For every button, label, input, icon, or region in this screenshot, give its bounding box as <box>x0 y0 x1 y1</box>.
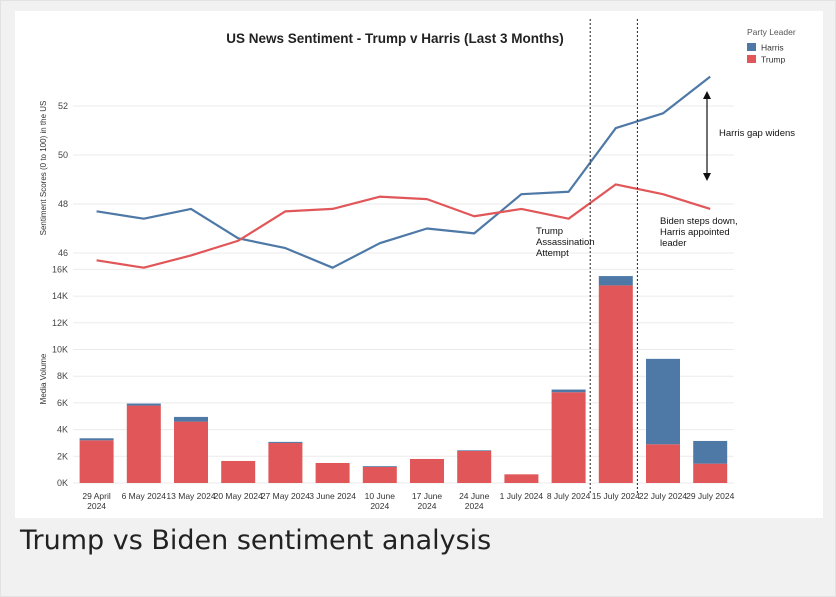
x-tick-label: 15 July 2024 <box>592 491 640 501</box>
chart-panel: US News Sentiment - Trump v Harris (Last… <box>15 11 823 518</box>
bar-harris <box>268 441 303 443</box>
x-tick-label: 29 April 2024 <box>82 491 110 511</box>
bar-ytick-label: 14K <box>52 291 68 301</box>
bar-trump <box>174 421 208 483</box>
bar-ylabel: Media Volume <box>39 353 48 404</box>
bar-trump <box>598 285 633 483</box>
series-line-trump <box>96 183 711 269</box>
x-tick-label: 3 June 2024 <box>309 491 356 501</box>
bar-harris <box>79 438 114 441</box>
x-tick-label: 6 May 2024 <box>122 491 167 501</box>
bar-trump <box>693 463 728 483</box>
bar-harris <box>551 389 586 393</box>
bar-ytick-label: 10K <box>52 345 68 355</box>
x-tick-label: 29 July 2024 <box>686 491 734 501</box>
bar-trump <box>504 474 539 483</box>
x-tick-label: 8 July 2024 <box>547 491 591 501</box>
x-tick-label: 20 May 2024 <box>214 491 263 501</box>
bar-trump <box>646 444 680 483</box>
x-tick-label: 17 June 2024 <box>412 491 443 511</box>
legend-title: Party Leader <box>747 27 796 37</box>
bar-trump <box>221 460 256 483</box>
bar-trump <box>79 440 114 483</box>
bar-trump <box>457 450 492 483</box>
bar-trump <box>362 466 397 483</box>
bar-ytick-label: 16K <box>52 264 68 274</box>
annotation-gap: Harris gap widens <box>719 128 795 139</box>
chart-title: US News Sentiment - Trump v Harris (Last… <box>226 31 564 46</box>
bar-ytick-label: 6K <box>57 398 68 408</box>
bar-trump <box>410 458 444 483</box>
bar-harris <box>126 403 161 406</box>
annotation-biden: Biden steps down, Harris appointed leader <box>660 216 738 249</box>
bar-harris <box>362 466 397 467</box>
gap-arrow-head-up <box>703 91 711 99</box>
bar-harris <box>174 416 208 422</box>
line-ytick-label: 46 <box>58 248 68 258</box>
x-tick-label: 27 May 2024 <box>261 491 310 501</box>
bar-harris <box>693 440 728 464</box>
bar-trump <box>551 392 586 483</box>
bar-trump <box>126 405 161 483</box>
bar-harris <box>646 358 680 445</box>
bar-ytick-label: 2K <box>57 451 68 461</box>
bar-ytick-label: 12K <box>52 318 68 328</box>
bar-harris <box>598 276 633 286</box>
x-tick-label: 22 July 2024 <box>639 491 687 501</box>
line-ytick-label: 50 <box>58 150 68 160</box>
caption: Trump vs Biden sentiment analysis <box>20 525 492 556</box>
gap-arrow-head-down <box>703 173 711 181</box>
annotation-assassination: Trump Assassination Attempt <box>536 226 595 259</box>
line-ytick-label: 52 <box>58 101 68 111</box>
x-tick-label: 1 July 2024 <box>500 491 544 501</box>
x-tick-label: 10 June 2024 <box>365 491 396 511</box>
legend-label-trump: Trump <box>761 55 786 65</box>
bar-ytick-label: 4K <box>57 425 68 435</box>
legend-swatch-harris <box>747 43 756 51</box>
x-tick-label: 13 May 2024 <box>166 491 215 501</box>
series-line-harris <box>96 75 711 269</box>
x-tick-label: 24 June 2024 <box>459 491 490 511</box>
bar-ytick-label: 8K <box>57 371 68 381</box>
bar-ytick-label: 0K <box>57 478 68 488</box>
legend-label-harris: Harris <box>761 43 784 53</box>
bar-trump <box>268 442 303 483</box>
line-ytick-label: 48 <box>58 199 68 209</box>
bar-trump <box>315 462 350 483</box>
line-ylabel: Sentiment Scores (0 to 100) in the US <box>39 101 48 236</box>
legend-swatch-trump <box>747 55 756 63</box>
bar-harris <box>457 450 492 451</box>
chart-svg: US News Sentiment - Trump v Harris (Last… <box>39 19 796 511</box>
